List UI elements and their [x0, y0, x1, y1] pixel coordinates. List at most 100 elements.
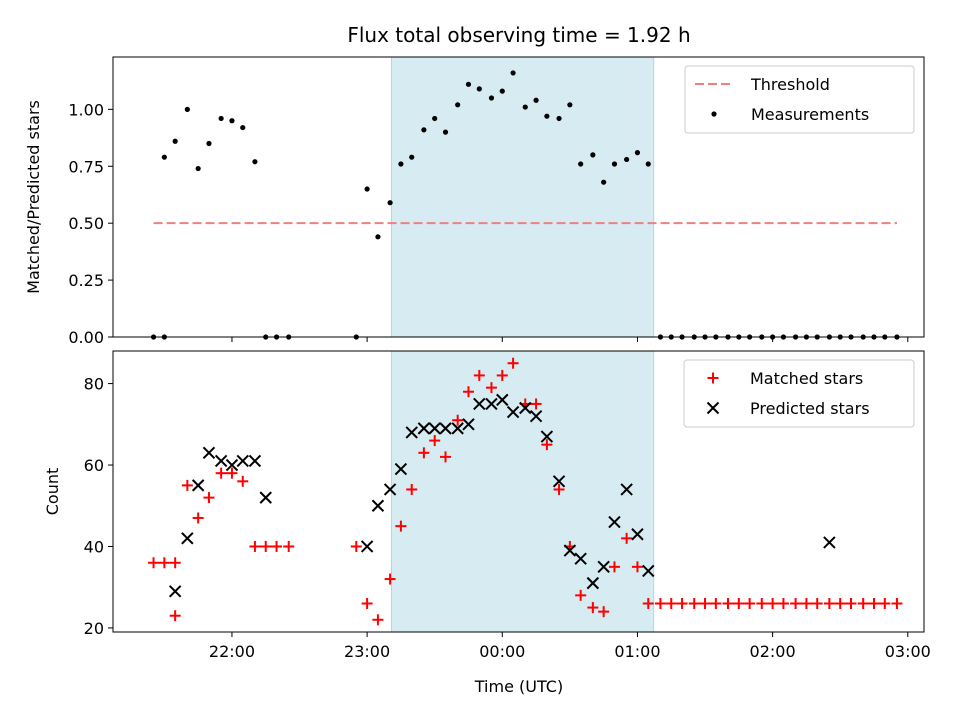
chart-title: Flux total observing time = 1.92 h	[347, 23, 690, 47]
data-point	[642, 597, 654, 609]
data-point	[371, 499, 385, 512]
data-point-b	[462, 418, 475, 431]
data-point	[823, 597, 835, 609]
data-point	[620, 483, 633, 496]
data-point	[529, 409, 543, 423]
data-point	[553, 483, 565, 495]
data-point-b	[529, 409, 543, 423]
data-point	[688, 597, 700, 609]
data-point	[169, 557, 181, 569]
data-point	[226, 467, 238, 479]
legend-swatch	[706, 401, 720, 415]
data-point	[522, 104, 528, 110]
data-point-b	[168, 585, 182, 598]
data-point	[552, 475, 566, 488]
data-point	[161, 154, 167, 160]
data-point-b	[248, 454, 262, 468]
data-point	[541, 439, 553, 451]
data-point	[699, 597, 711, 609]
data-point	[394, 462, 408, 476]
data-point	[465, 81, 472, 87]
data-point-b	[485, 397, 498, 411]
data-point-b	[371, 499, 385, 512]
data-point	[421, 127, 427, 133]
plot-frame	[112, 350, 925, 633]
data-point	[567, 102, 573, 108]
data-point	[158, 557, 170, 569]
data-point	[452, 414, 464, 426]
data-point	[462, 418, 475, 431]
data-point	[229, 118, 235, 124]
data-point	[442, 129, 449, 135]
data-point	[360, 540, 374, 553]
data-point-b	[417, 422, 431, 435]
data-point	[259, 491, 272, 504]
data-point	[395, 520, 407, 532]
data-point	[428, 422, 441, 435]
data-point-b	[191, 479, 205, 492]
data-point-b	[428, 422, 441, 435]
x-tick-label: 03:00	[885, 642, 931, 661]
data-point	[800, 597, 812, 609]
data-point	[260, 540, 272, 552]
y-tick-label: 0.50	[68, 214, 104, 233]
legend-swatch-b	[706, 401, 720, 415]
data-point	[645, 161, 651, 167]
data-point	[409, 154, 415, 160]
legend-entry: Predicted stars	[750, 399, 870, 418]
data-point	[398, 161, 404, 167]
data-point	[184, 106, 190, 112]
data-point	[191, 479, 205, 492]
x-tick-label: 02:00	[750, 642, 796, 661]
data-point-b	[823, 536, 836, 549]
data-point	[455, 102, 461, 108]
data-point	[597, 560, 610, 574]
data-point	[575, 589, 587, 601]
data-point	[556, 115, 562, 122]
data-point	[611, 161, 618, 167]
data-point	[372, 614, 384, 626]
data-point	[203, 492, 215, 504]
data-point	[642, 564, 655, 578]
data-point	[722, 597, 734, 609]
y-axis-label: Count	[43, 468, 62, 516]
data-point	[506, 405, 520, 419]
data-point	[473, 369, 485, 381]
data-point	[601, 179, 607, 185]
data-point-b	[631, 528, 644, 541]
data-point	[519, 401, 532, 415]
data-point	[195, 165, 201, 172]
y-axis-label: Matched/Predicted stars	[24, 100, 43, 294]
series-matched-stars	[148, 357, 903, 626]
data-point-b	[360, 540, 374, 553]
series-predicted-stars	[168, 393, 836, 598]
data-point	[350, 540, 362, 552]
data-point	[654, 597, 666, 609]
data-point-b	[597, 560, 610, 574]
data-point	[496, 393, 509, 407]
data-point	[148, 557, 160, 569]
data-point	[496, 369, 508, 381]
legend: Matched stars Predicted stars	[683, 359, 915, 428]
data-point	[733, 597, 745, 609]
data-point	[218, 115, 224, 122]
data-point	[225, 458, 239, 472]
data-point	[237, 475, 249, 487]
data-point	[891, 597, 903, 609]
data-point	[181, 532, 194, 545]
data-point	[364, 186, 370, 192]
data-point	[767, 597, 779, 609]
data-point	[676, 597, 688, 609]
data-point-b	[506, 405, 520, 419]
data-point	[845, 597, 857, 609]
data-point	[451, 422, 464, 435]
data-point	[574, 552, 587, 565]
data-point	[868, 597, 880, 609]
data-point	[181, 479, 193, 491]
data-point	[590, 152, 596, 158]
data-point-b	[181, 532, 194, 545]
data-point	[283, 540, 295, 552]
data-point	[485, 397, 498, 411]
x-tick-label: 01:00	[614, 642, 660, 661]
